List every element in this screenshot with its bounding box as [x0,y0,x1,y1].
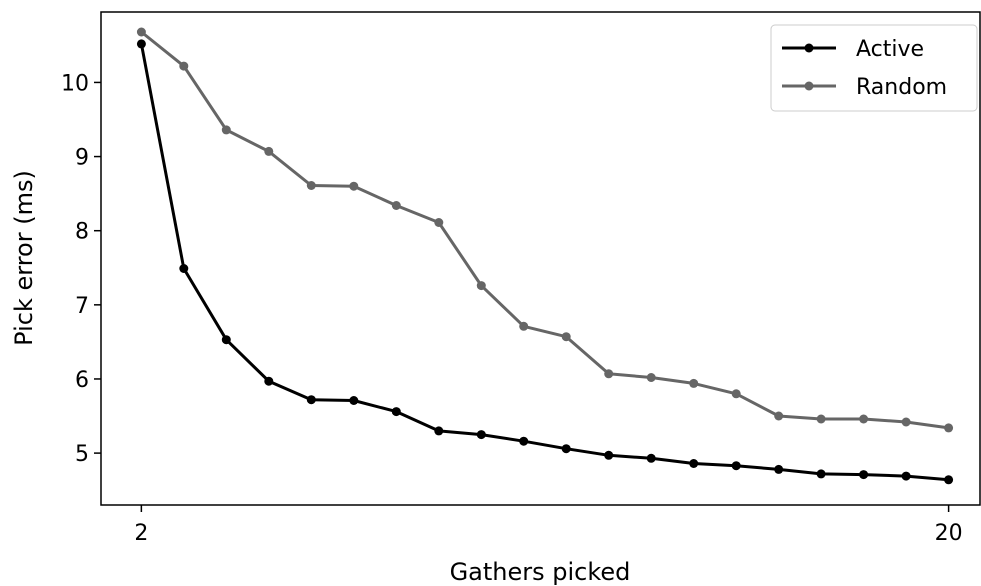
point-active [519,436,529,446]
point-active [136,39,146,49]
series-active [136,39,954,485]
point-random [859,414,869,424]
legend: Active Random [770,24,978,112]
point-random [604,369,614,379]
point-active [349,396,359,405]
axes-frame [100,11,981,506]
y-tick-label: 8 [75,220,89,245]
legend-swatch-marker [804,43,814,53]
point-random [476,281,486,291]
series-random [136,27,954,433]
point-active [731,461,741,471]
point-active [179,264,189,273]
y-axis-label: Pick error (ms) [10,170,38,346]
point-active [859,470,869,480]
y-tick-label: 7 [75,294,89,319]
legend-item-random: Random [782,75,947,100]
point-active [476,430,486,440]
point-random [179,61,189,71]
point-active [689,459,699,468]
point-active [646,453,656,463]
series-line-active [139,43,949,482]
series-layer [136,27,954,485]
point-random [901,417,911,427]
x-tick-label: 2 [134,521,148,546]
point-random [221,125,231,135]
x-tick-label: 20 [935,521,963,546]
point-active [221,335,231,345]
point-random [774,411,784,421]
point-random [944,423,954,433]
legend-label: Active [856,37,924,62]
point-random [349,181,359,191]
point-random [519,321,529,331]
point-active [306,395,316,405]
point-random [646,373,656,382]
point-active [944,475,954,485]
x-axis-label: Gathers picked [450,558,631,586]
point-random [731,389,741,399]
point-active [816,469,826,479]
point-active [391,407,401,417]
point-random [689,378,699,388]
legend-swatch-marker [804,81,814,91]
y-tick-label: 9 [75,146,89,171]
point-active [264,376,274,386]
point-random [816,414,826,424]
y-tick-label: 5 [75,442,89,467]
y-tick-label: 10 [61,71,89,96]
point-active [561,444,571,454]
y-tick-label: 6 [75,368,89,393]
point-random [434,218,444,227]
point-active [901,471,911,481]
point-active [774,464,784,474]
point-random [561,332,571,342]
legend-item-active: Active [782,37,924,62]
ticks-layer: 5 6 7 8 9 10 2 20 [61,71,963,546]
point-active [604,450,614,460]
legend-label: Random [856,75,947,100]
point-random [391,201,401,210]
point-random [136,27,146,37]
point-random [306,181,316,190]
point-random [264,146,274,156]
series-line-random [140,30,949,430]
point-active [434,426,444,436]
